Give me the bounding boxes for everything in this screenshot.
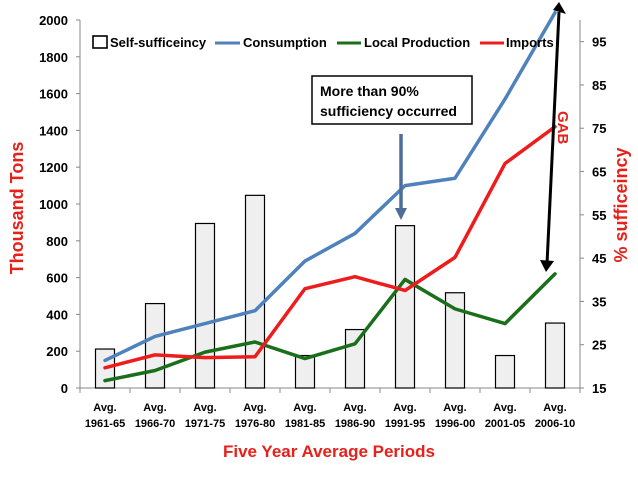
left-tick-label: 2000 xyxy=(39,13,68,28)
left-tick-label: 1600 xyxy=(39,87,68,102)
x-tick-label-top: Avg. xyxy=(543,402,566,414)
bar-self-sufficiency xyxy=(194,222,216,389)
left-tick-label: 1400 xyxy=(39,123,68,138)
bar-self-sufficiency xyxy=(394,225,416,389)
x-tick-label-top: Avg. xyxy=(393,402,416,414)
x-tick-label-bottom: 1966-70 xyxy=(135,418,175,430)
right-tick-label: 55 xyxy=(592,208,606,223)
callout-line-2: sufficiency occurred xyxy=(320,103,457,119)
legend-label-consumption: Consumption xyxy=(243,35,327,50)
x-tick-label-bottom: 1976-80 xyxy=(235,418,275,430)
right-tick-label: 25 xyxy=(592,338,606,353)
right-tick-label: 45 xyxy=(592,251,606,266)
left-tick-label: 1200 xyxy=(39,160,68,175)
x-axis-title: Five Year Average Periods xyxy=(223,442,435,461)
legend: Self-sufficeincy Consumption Local Produ… xyxy=(92,35,554,50)
x-tick-label-bottom: 1986-90 xyxy=(335,418,375,430)
x-tick-label-bottom: 1971-75 xyxy=(185,418,225,430)
bar-self-sufficiency xyxy=(544,322,566,389)
bar-self-sufficiency xyxy=(244,194,266,389)
line-local-production xyxy=(103,272,557,383)
bar-self-sufficiency xyxy=(444,292,466,389)
x-tick-label-bottom: 2006-10 xyxy=(535,418,575,430)
x-tick-label-top: Avg. xyxy=(293,402,316,414)
x-tick-label-top: Avg. xyxy=(443,402,466,414)
callout-annotation: More than 90% sufficiency occurred xyxy=(311,75,473,220)
bar-self-sufficiency xyxy=(144,302,166,389)
x-tick-label-top: Avg. xyxy=(93,402,116,414)
x-tick-label-bottom: 2001-05 xyxy=(485,418,525,430)
legend-label-local-production: Local Production xyxy=(364,35,470,50)
right-tick-label: 15 xyxy=(592,381,606,396)
x-tick-label-bottom: 1981-85 xyxy=(285,418,325,430)
x-tick-label-bottom: 1961-65 xyxy=(85,418,125,430)
gap-arrow-line xyxy=(545,11,561,265)
gap-arrow-head-bottom xyxy=(540,260,554,272)
y-axis-title: Thousand Tons xyxy=(7,142,27,275)
x-tick-label-top: Avg. xyxy=(493,402,516,414)
left-tick-label: 600 xyxy=(46,271,68,286)
right-tick-label: 65 xyxy=(592,165,606,180)
bars-group xyxy=(94,194,566,389)
gap-arrow-head-top xyxy=(553,2,566,14)
x-tick-label-top: Avg. xyxy=(193,402,216,414)
bar-self-sufficiency xyxy=(494,354,516,389)
lines-group xyxy=(103,10,557,383)
gap-annotation: GAB xyxy=(540,2,571,272)
left-tick-label: 1000 xyxy=(39,197,68,212)
left-tick-label: 1800 xyxy=(39,50,68,65)
right-tick-label: 95 xyxy=(592,35,606,50)
legend-label-imports: Imports xyxy=(506,35,554,50)
legend-swatch-self-sufficiency xyxy=(92,35,108,49)
left-tick-label: 200 xyxy=(46,344,68,359)
y2-axis-title: % sufficeincy xyxy=(611,147,631,262)
legend-label-self-sufficiency: Self-sufficeincy xyxy=(110,35,207,50)
x-tick-label-top: Avg. xyxy=(143,402,166,414)
x-tick-label-bottom: 1996-00 xyxy=(435,418,475,430)
callout-box xyxy=(311,75,473,125)
right-tick-label: 75 xyxy=(592,121,606,136)
x-tick-label-top: Avg. xyxy=(243,402,266,414)
right-tick-label: 35 xyxy=(592,294,606,309)
left-tick-label: 800 xyxy=(46,234,68,249)
callout-line-1: More than 90% xyxy=(320,83,419,99)
left-tick-label: 400 xyxy=(46,307,68,322)
left-axis-ticks: 0 200 400 600 800 1000 1200 1400 1600 1800 2000 xyxy=(39,13,80,396)
line-consumption xyxy=(103,10,557,363)
bar-self-sufficiency xyxy=(344,328,366,389)
gap-label: GAB xyxy=(554,111,571,145)
right-tick-label: 85 xyxy=(592,78,606,93)
left-tick-label: 0 xyxy=(61,381,68,396)
bar-self-sufficiency xyxy=(294,354,316,389)
line-imports xyxy=(103,124,557,370)
x-tick-label-bottom: 1991-95 xyxy=(385,418,425,430)
x-tick-label-top: Avg. xyxy=(343,402,366,414)
right-axis-ticks: 15 25 35 45 55 65 75 85 95 xyxy=(580,35,606,396)
x-axis-ticks: Avg. 1961-65 Avg. 1966-70 Avg. 1971-75 Avg. 197… xyxy=(79,388,581,430)
callout-arrow-head xyxy=(395,208,407,220)
